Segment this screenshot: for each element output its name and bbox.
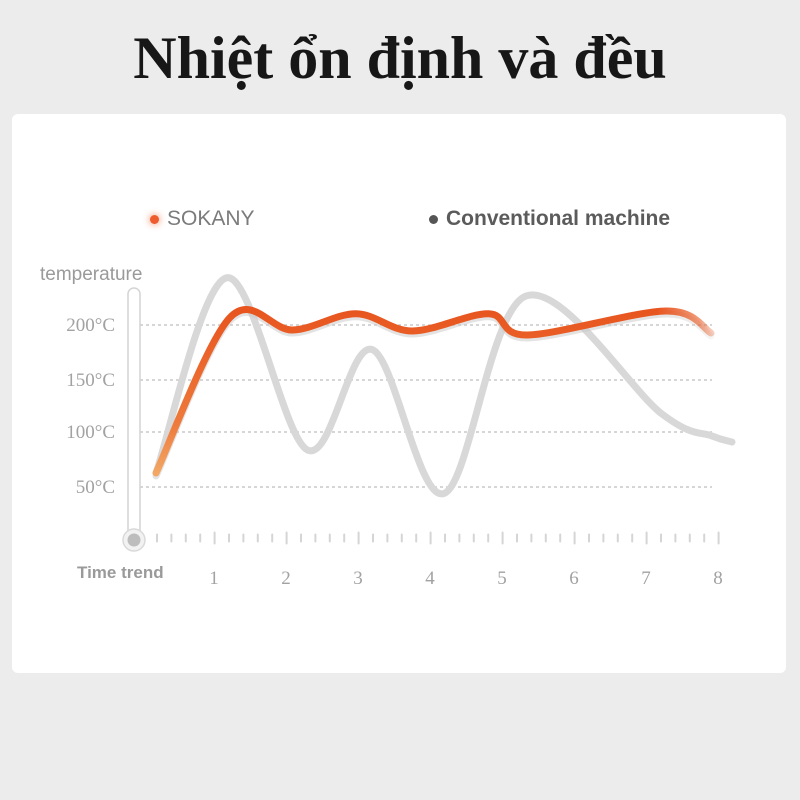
svg-text:2: 2: [281, 568, 291, 589]
svg-text:4: 4: [425, 568, 435, 589]
svg-text:200°C: 200°C: [66, 315, 115, 336]
svg-text:3: 3: [353, 568, 363, 589]
svg-text:6: 6: [569, 568, 579, 589]
svg-text:Time trend: Time trend: [77, 563, 164, 582]
svg-text:8: 8: [713, 568, 723, 589]
svg-text:1: 1: [209, 568, 219, 589]
svg-text:5: 5: [497, 568, 507, 589]
svg-text:100°C: 100°C: [66, 422, 115, 443]
svg-text:150°C: 150°C: [66, 370, 115, 391]
svg-text:7: 7: [641, 568, 651, 589]
svg-text:50°C: 50°C: [76, 477, 115, 498]
